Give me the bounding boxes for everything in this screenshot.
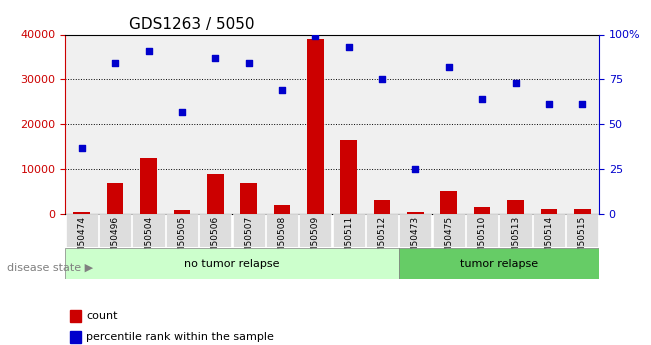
Bar [107, 183, 124, 214]
FancyBboxPatch shape [66, 214, 98, 247]
Text: GSM50511: GSM50511 [344, 216, 353, 265]
FancyBboxPatch shape [133, 214, 165, 247]
Bar [340, 140, 357, 214]
Point [210, 55, 221, 61]
FancyBboxPatch shape [166, 214, 198, 247]
FancyBboxPatch shape [566, 214, 598, 247]
Text: GSM50512: GSM50512 [378, 216, 387, 265]
Bar [207, 174, 223, 214]
Text: GSM50473: GSM50473 [411, 216, 420, 265]
FancyBboxPatch shape [398, 248, 599, 279]
FancyBboxPatch shape [299, 214, 331, 247]
Bar [407, 211, 424, 214]
Bar [507, 200, 524, 214]
Point [577, 102, 587, 107]
Bar [540, 209, 557, 214]
FancyBboxPatch shape [99, 214, 131, 247]
Point [410, 166, 421, 172]
Point [277, 87, 287, 93]
Text: GSM50513: GSM50513 [511, 216, 520, 265]
FancyBboxPatch shape [433, 214, 465, 247]
Text: GSM50474: GSM50474 [77, 216, 87, 265]
Point [77, 145, 87, 150]
Text: GSM50506: GSM50506 [211, 216, 220, 265]
Bar [574, 208, 590, 214]
Text: GSM50505: GSM50505 [177, 216, 186, 265]
FancyBboxPatch shape [366, 214, 398, 247]
Text: GSM50475: GSM50475 [444, 216, 453, 265]
Text: GSM50508: GSM50508 [277, 216, 286, 265]
Bar [74, 211, 90, 214]
FancyBboxPatch shape [466, 214, 498, 247]
FancyBboxPatch shape [232, 214, 264, 247]
Bar [70, 310, 81, 322]
Text: tumor relapse: tumor relapse [460, 259, 538, 269]
Text: GSM50514: GSM50514 [544, 216, 553, 265]
FancyBboxPatch shape [333, 214, 365, 247]
Text: GSM50504: GSM50504 [144, 216, 153, 265]
Point [477, 96, 488, 102]
Point [344, 44, 354, 50]
Text: GDS1263 / 5050: GDS1263 / 5050 [129, 17, 255, 32]
Point [510, 80, 521, 86]
FancyBboxPatch shape [499, 214, 531, 247]
Bar [70, 331, 81, 343]
FancyBboxPatch shape [199, 214, 231, 247]
Point [110, 60, 120, 66]
Text: GSM50510: GSM50510 [478, 216, 487, 265]
Text: GSM50507: GSM50507 [244, 216, 253, 265]
Text: percentile rank within the sample: percentile rank within the sample [87, 332, 274, 342]
Bar [240, 183, 257, 214]
Point [310, 33, 320, 39]
Point [243, 60, 254, 66]
FancyBboxPatch shape [533, 214, 565, 247]
FancyBboxPatch shape [400, 214, 432, 247]
Point [443, 64, 454, 70]
Point [544, 102, 554, 107]
FancyBboxPatch shape [65, 248, 398, 279]
Text: GSM50509: GSM50509 [311, 216, 320, 265]
Point [377, 77, 387, 82]
Point [176, 109, 187, 115]
Text: GSM50496: GSM50496 [111, 216, 120, 265]
Text: count: count [87, 311, 118, 321]
Bar [374, 200, 391, 214]
Bar [474, 207, 490, 214]
Bar [140, 158, 157, 214]
Bar [174, 210, 190, 214]
Bar [273, 205, 290, 214]
Bar [441, 191, 457, 214]
Text: no tumor relapse: no tumor relapse [184, 259, 280, 269]
Point [143, 48, 154, 53]
Text: disease state ▶: disease state ▶ [7, 263, 92, 272]
Text: GSM50515: GSM50515 [577, 216, 587, 265]
Bar [307, 39, 324, 214]
FancyBboxPatch shape [266, 214, 298, 247]
